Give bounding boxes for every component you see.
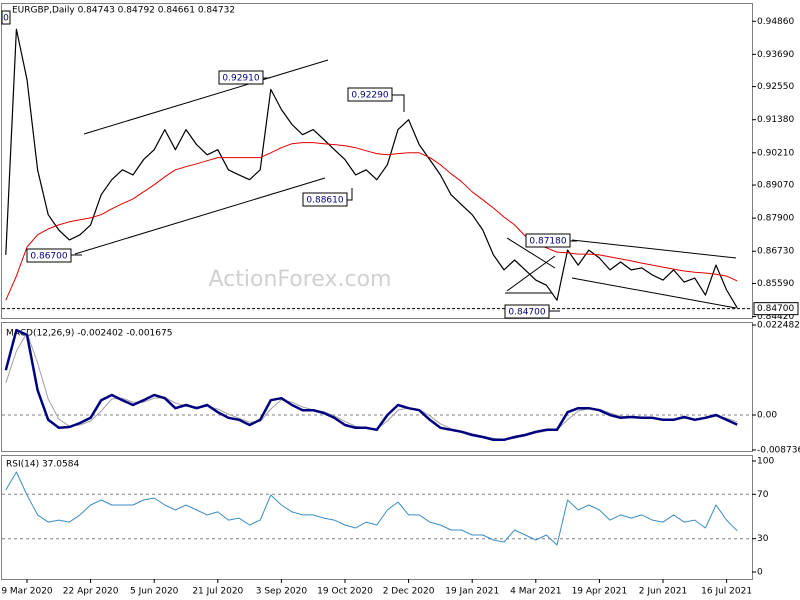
x-tick-label: 19 Jan 2021 — [445, 587, 499, 597]
price-panel — [1, 3, 753, 319]
panel-title: RSI(14) 37.0584 — [6, 460, 79, 470]
panel-title: EURGBP,Daily 0.84743 0.84792 0.84661 0.8… — [12, 6, 235, 16]
y-tick-label: -0.008736 — [757, 446, 800, 456]
annotation-connector — [392, 94, 405, 112]
series-line — [5, 471, 738, 546]
y-tick-label: 0 — [757, 568, 763, 578]
x-tick-label: 2 Jun 2021 — [639, 587, 687, 597]
annotation-box — [218, 70, 264, 85]
annotation: 0.86700 — [30, 252, 67, 262]
y-tick-label: 0.91380 — [757, 115, 794, 125]
trend-line — [506, 255, 556, 292]
y-tick-label: 0.00 — [757, 411, 777, 421]
x-tick-label: 22 Apr 2020 — [63, 587, 119, 597]
rsi-panel — [1, 455, 753, 580]
y-tick-label: 70 — [757, 490, 769, 500]
x-tick-label: 2 Dec 2020 — [383, 587, 435, 597]
trend-line — [74, 177, 326, 255]
y-tick-label: 0.022482 — [757, 321, 800, 331]
trend-line — [83, 59, 329, 135]
hline-label: 0.84700 — [757, 304, 794, 314]
series-line — [4, 328, 738, 442]
x-tick-label: 3 Sep 2020 — [256, 587, 308, 597]
annotation-box — [1, 10, 11, 25]
x-tick-label: 5 Jun 2020 — [130, 587, 179, 597]
y-tick-label: 0.85590 — [757, 279, 794, 289]
annotation: 0.92290 — [351, 91, 388, 101]
annotation-box — [347, 87, 393, 102]
y-tick-label: 0.90210 — [757, 148, 794, 158]
x-tick-label: 16 Jul 2021 — [701, 587, 752, 597]
x-tick-label: 4 Mar 2021 — [510, 587, 561, 597]
y-tick-label: 0.92550 — [757, 82, 794, 92]
x-tick-label: 21 Jul 2020 — [192, 587, 243, 597]
x-tick-label: 19 Oct 2020 — [317, 587, 373, 597]
watermark: ActionForex.com — [209, 267, 392, 292]
series-line — [5, 142, 738, 301]
annotation: 0 — [3, 14, 9, 24]
hline-tag — [753, 302, 799, 316]
x-tick-label: 19 Apr 2021 — [572, 587, 628, 597]
y-tick-label: 0.94860 — [757, 17, 794, 27]
annotation-box — [302, 192, 348, 207]
y-tick-label: 0.84420 — [757, 312, 794, 322]
y-tick-label: 0.87900 — [757, 214, 794, 224]
annotation: 0.84700 — [508, 308, 545, 318]
panel-title: MACD(12,26,9) -0.002402 -0.001675 — [6, 329, 172, 339]
trend-lines — [74, 59, 737, 309]
y-tick-label: 30 — [757, 534, 769, 544]
annotation-connector — [347, 188, 353, 201]
trend-line — [571, 277, 737, 309]
annotation: 0.88610 — [306, 196, 343, 206]
macd-panel — [1, 322, 753, 452]
trend-line — [571, 239, 737, 259]
y-tick-label: 0.93690 — [757, 50, 794, 60]
annotation-box — [504, 304, 550, 319]
x-tick-label: 9 Mar 2020 — [1, 587, 53, 597]
y-tick-label: 0.86730 — [757, 247, 794, 257]
series-line — [5, 28, 738, 309]
annotation-box — [26, 248, 72, 263]
y-tick-label: 0.89070 — [757, 181, 794, 191]
trend-line — [506, 237, 556, 269]
annotation-box — [525, 233, 571, 248]
annotation: 0.87180 — [529, 237, 566, 247]
y-tick-label: 100 — [757, 456, 774, 466]
annotation: 0.92910 — [222, 74, 259, 84]
